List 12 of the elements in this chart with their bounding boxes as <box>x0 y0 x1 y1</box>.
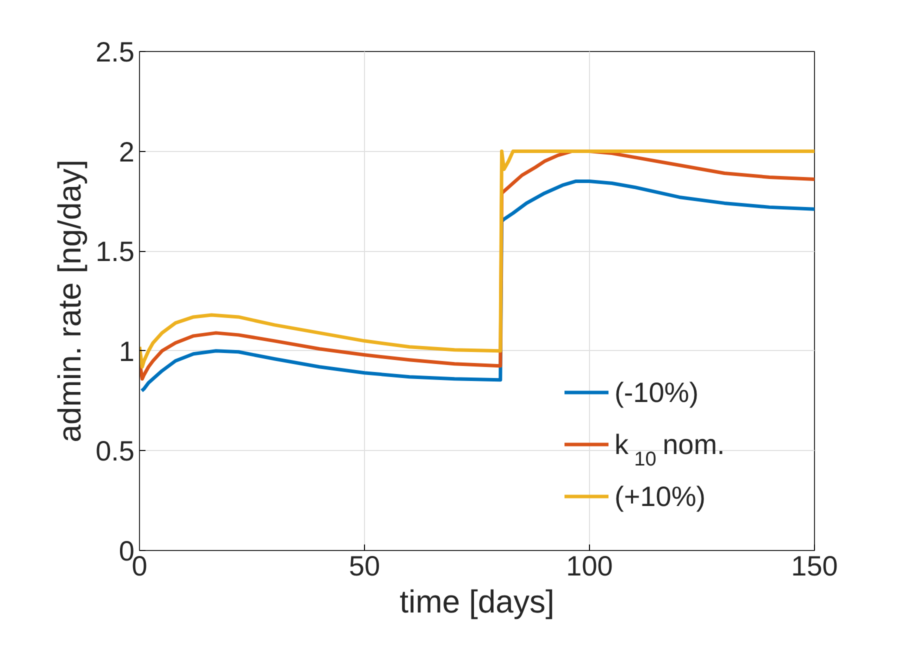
y-axis-title: admin. rate [ng/day] <box>52 160 88 442</box>
y-tick-label: 0.5 <box>96 436 135 467</box>
y-tick-label: 2 <box>118 136 135 168</box>
y-tick-label: 1.5 <box>96 236 135 268</box>
legend-label: (+10%) <box>614 481 706 512</box>
y-tick-label: 2.5 <box>96 36 135 68</box>
x-tick-label: 150 <box>791 550 838 582</box>
x-tick-label: 100 <box>566 550 613 582</box>
y-tick-label: 1 <box>118 336 135 367</box>
x-axis-title: time [days] <box>400 584 554 620</box>
legend-label: (-10%) <box>614 377 699 408</box>
x-tick-label: 50 <box>348 550 380 582</box>
